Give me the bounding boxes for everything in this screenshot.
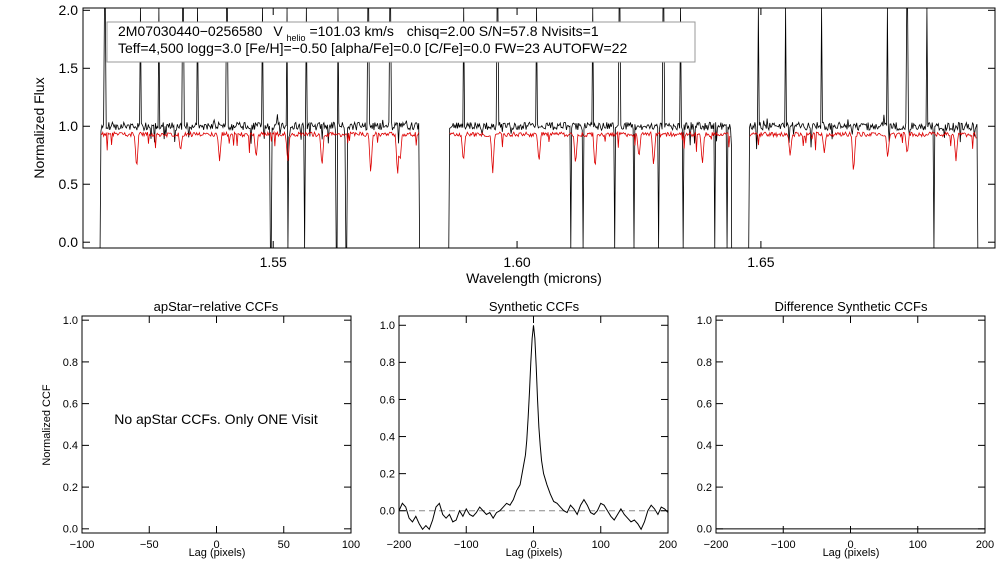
spectrum-x-tick-label: 1.60 [503, 254, 530, 270]
difference-x-tick-label: −200 [704, 539, 729, 551]
synthetic-y-tick-label: 1.0 [380, 320, 395, 332]
synthetic-title: Synthetic CCFs [489, 299, 580, 314]
spectrum-annotation-box: 2M07030440−0256580 V helio =101.03 km/s … [106, 21, 696, 63]
apstar-x-tick-label: 50 [278, 539, 290, 551]
synthetic-x-tick-label: 0 [530, 539, 536, 551]
difference-x-label: Lag (pixels) [823, 547, 880, 559]
synthetic-x-tick-label: −200 [387, 539, 412, 551]
spectrum-y-tick-label: 0.5 [59, 176, 79, 192]
apstar-no-data-message: No apStar CCFs. Only ONE Visit [114, 411, 318, 427]
spectrum-x-tick-label: 1.65 [747, 254, 774, 270]
difference-frame [715, 315, 986, 534]
annotation-line-2: Teff=4,500 logg=3.0 [Fe/H]=−0.50 [alpha/… [118, 40, 627, 56]
synthetic-ccf-panel: Synthetic CCFs −200 −100 0 100 200 0.0 0.2 0.4 0… [380, 299, 677, 559]
spectrum-y-tick-label: 2.0 [59, 2, 79, 18]
difference-title: Difference Synthetic CCFs [775, 299, 928, 314]
synthetic-spectrum-chip-2 [449, 130, 731, 174]
difference-x-tick-label: −100 [771, 539, 796, 551]
apstar-x-tick-label: 100 [342, 539, 360, 551]
synthetic-frame [398, 315, 669, 534]
fit-stats: chisq=2.00 S/N=57.8 Nvisits=1 [407, 23, 599, 39]
synthetic-y-tick-label: 0.0 [380, 506, 395, 518]
annotation-box-border [106, 21, 696, 63]
difference-y-tick-label: 0.4 [697, 440, 712, 452]
difference-y-tick-label: 0.6 [697, 398, 712, 410]
synthetic-y-tick-label: 0.6 [380, 394, 395, 406]
spectrum-y-tick-label: 0.0 [59, 234, 79, 250]
synthetic-ccf-line [398, 325, 669, 531]
synthetic-x-label: Lag (pixels) [506, 547, 563, 559]
spectrum-y-tick-label: 1.5 [59, 60, 79, 76]
star-id: 2M07030440−0256580 [118, 23, 263, 39]
difference-y-tick-label: 0.8 [697, 357, 712, 369]
spectrum-y-tick-label: 1.0 [59, 118, 79, 134]
difference-axes: −200 −100 0 100 200 0.0 0.2 0.4 0.6 0.8 1.0 [697, 315, 994, 551]
apstar-axes: −100 −50 0 50 100 0.0 0.2 0.4 0.6 0.8 1.0 [63, 315, 360, 551]
apstar-y-tick-label: 0.8 [63, 357, 78, 369]
apstar-x-tick-label: −100 [70, 539, 95, 551]
difference-y-tick-label: 0.2 [697, 482, 712, 494]
v-helio-value: =101.03 km/s [309, 23, 393, 39]
apstar-x-tick-label: 0 [213, 539, 219, 551]
difference-y-tick-label: 0.0 [697, 524, 712, 536]
synthetic-plot-area [398, 325, 669, 531]
apstar-x-label: Lag (pixels) [189, 547, 246, 559]
spectrum-plot-area [99, 7, 979, 249]
synthetic-y-tick-label: 0.8 [380, 357, 395, 369]
apstar-y-tick-label: 1.0 [63, 315, 78, 327]
difference-ccf-panel: Difference Synthetic CCFs −200 −100 0 100 20… [697, 299, 994, 559]
observed-spectrum-chip-2 [448, 7, 733, 249]
synthetic-x-tick-label: 100 [592, 539, 610, 551]
synthetic-spectrum-chip-1 [100, 130, 420, 174]
v-helio-subscript: helio [287, 33, 306, 43]
difference-x-tick-label: 100 [909, 539, 927, 551]
observed-spectrum-chip-1 [99, 7, 421, 249]
spectrum-y-label: Normalized Flux [31, 77, 47, 178]
spectrum-axes: 1.55 1.60 1.65 0.0 0.5 1.0 1.5 2.0 [59, 2, 995, 270]
apstar-y-tick-label: 0.6 [63, 398, 78, 410]
v-helio-label: V [273, 23, 283, 39]
difference-x-tick-label: 0 [847, 539, 853, 551]
difference-y-tick-label: 1.0 [697, 315, 712, 327]
annotation-line-1: 2M07030440−0256580 V helio =101.03 km/s … [118, 23, 599, 44]
synthetic-x-tick-label: 200 [659, 539, 677, 551]
spectrum-x-label: Wavelength (microns) [466, 270, 602, 286]
apstar-y-label: Normalized CCF [41, 384, 53, 466]
apstar-y-tick-label: 0.0 [63, 524, 78, 536]
apstar-title: apStar−relative CCFs [154, 299, 279, 314]
difference-x-tick-label: 200 [976, 539, 994, 551]
apstar-ccf-panel: apStar−relative CCFs −100 −50 0 50 100 0.0 0.2… [41, 299, 360, 559]
apstar-x-tick-label: −50 [140, 539, 159, 551]
synthetic-y-tick-label: 0.2 [380, 468, 395, 480]
synthetic-axes: −200 −100 0 100 200 0.0 0.2 0.4 0.6 0.8 1.0 [380, 316, 677, 551]
synthetic-y-tick-label: 0.4 [380, 431, 395, 443]
synthetic-x-tick-label: −100 [454, 539, 479, 551]
synthetic-spectrum-chip-3 [749, 131, 977, 170]
spectrum-panel: 1.55 1.60 1.65 0.0 0.5 1.0 1.5 2.0 2M07030440−0… [31, 2, 996, 286]
observed-spectrum-chip-3 [748, 7, 979, 249]
spectrum-frame [82, 7, 996, 249]
apstar-y-tick-label: 0.4 [63, 440, 78, 452]
spectrum-x-tick-label: 1.55 [260, 254, 287, 270]
apstar-y-tick-label: 0.2 [63, 482, 78, 494]
